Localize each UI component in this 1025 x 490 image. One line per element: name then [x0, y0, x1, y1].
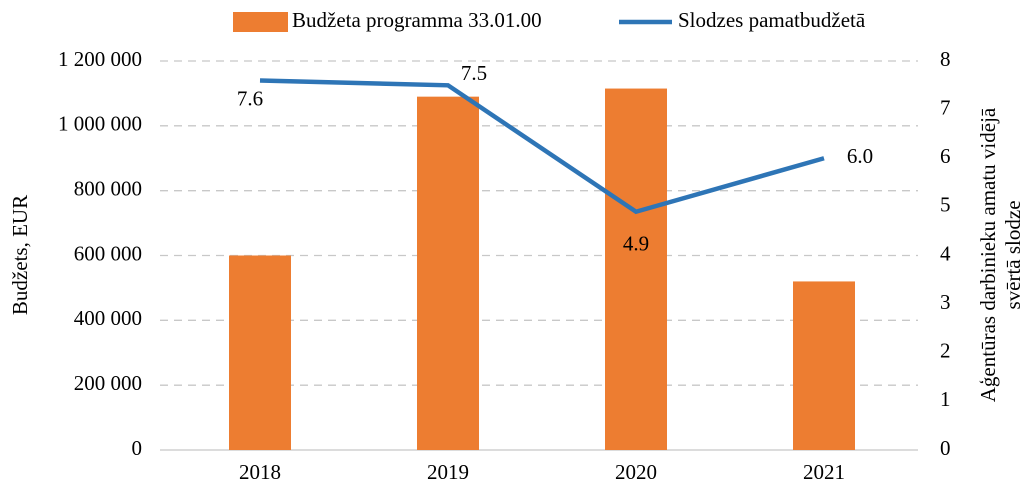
- data-label: 7.6: [237, 86, 263, 110]
- data-label: 7.5: [461, 61, 487, 85]
- x-tick-label: 2021: [803, 460, 845, 484]
- y2-axis-label: svērtā slodze: [1001, 200, 1025, 309]
- legend-swatch: [233, 12, 288, 32]
- y2-tick-label: 4: [940, 241, 951, 265]
- x-tick-label: 2018: [239, 460, 281, 484]
- bar: [229, 255, 291, 450]
- y2-tick-label: 5: [940, 193, 951, 217]
- bar: [793, 281, 855, 450]
- y2-tick-label: 3: [940, 290, 951, 314]
- y2-tick-label: 2: [940, 339, 951, 363]
- y2-tick-label: 0: [940, 436, 951, 460]
- bar: [605, 88, 667, 450]
- y2-tick-label: 6: [940, 144, 951, 168]
- y2-tick-label: 1: [940, 387, 951, 411]
- legend-label: Slodzes pamatbudžetā: [678, 8, 866, 32]
- y2-axis-label: Aģentūras darbinieku amatu vidējā: [976, 107, 1000, 402]
- data-label: 4.9: [623, 232, 649, 256]
- y-axis-label: Budžets, EUR: [8, 195, 32, 315]
- y-tick-label: 800 000: [74, 176, 142, 200]
- y-tick-label: 1 200 000: [58, 47, 142, 71]
- y-tick-label: 0: [132, 436, 143, 460]
- y-tick-label: 200 000: [74, 371, 142, 395]
- bar: [417, 96, 479, 451]
- data-label: 6.0: [847, 144, 873, 168]
- y-tick-label: 400 000: [74, 306, 142, 330]
- y-tick-label: 600 000: [74, 241, 142, 265]
- x-tick-label: 2019: [427, 460, 469, 484]
- y-tick-label: 1 000 000: [58, 112, 142, 136]
- x-tick-label: 2020: [615, 460, 657, 484]
- line: [259, 78, 825, 215]
- legend-label: Budžeta programma 33.01.00: [292, 8, 542, 32]
- y2-tick-label: 8: [940, 47, 951, 71]
- y2-tick-label: 7: [940, 95, 951, 119]
